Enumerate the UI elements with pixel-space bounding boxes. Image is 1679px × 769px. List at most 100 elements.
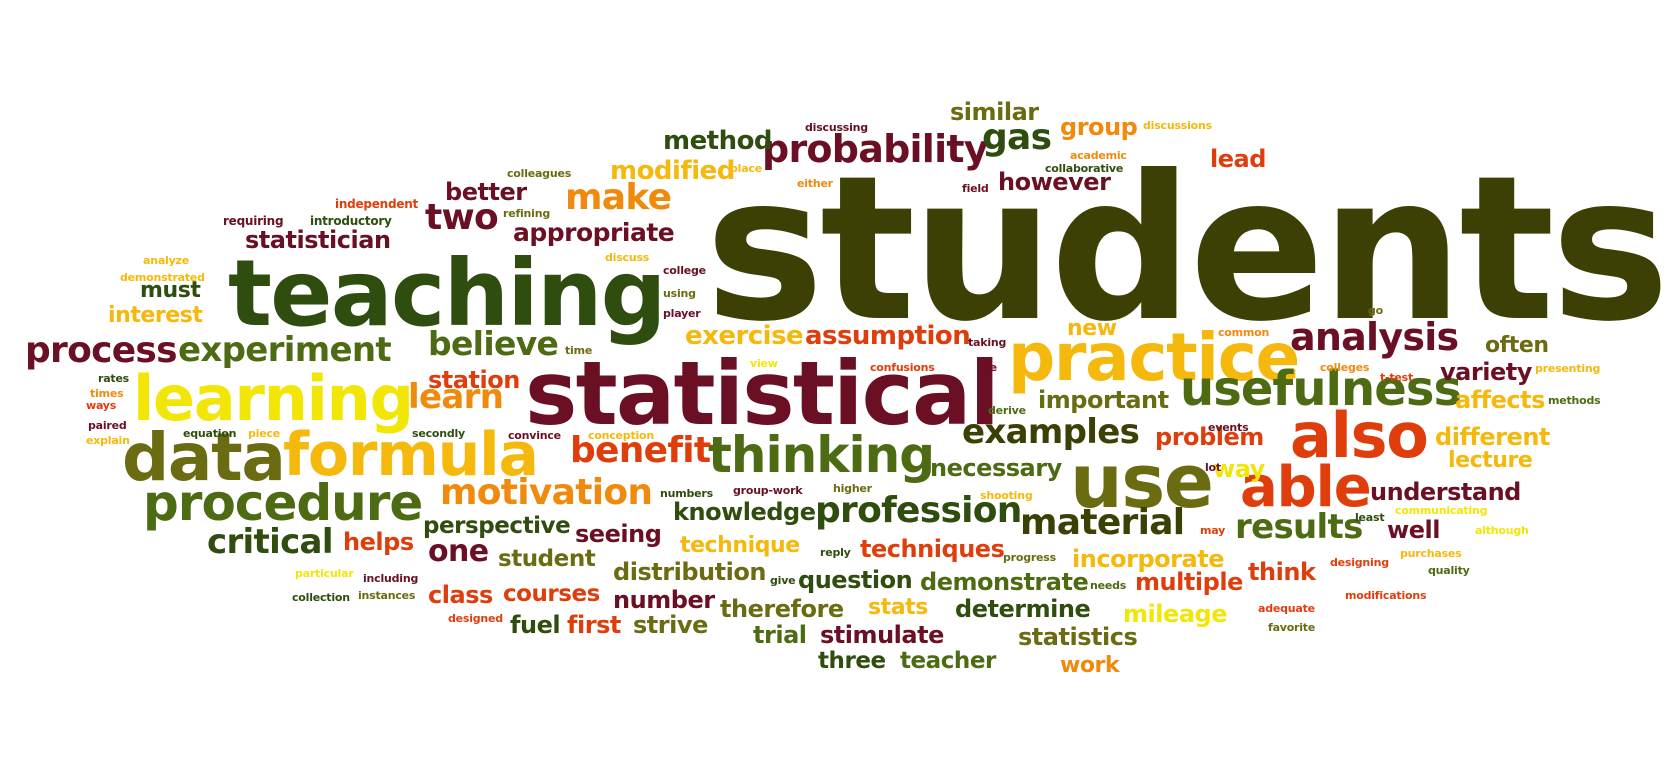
word-courses: courses	[503, 581, 600, 607]
word-designing: designing	[1330, 556, 1389, 569]
word-well: well	[1387, 516, 1440, 544]
word-times: times	[90, 387, 124, 400]
word-refining: refining	[503, 207, 550, 220]
word-critical: critical	[207, 522, 333, 562]
word-exercise: exercise	[685, 321, 804, 351]
word-statistical: statistical	[525, 342, 1000, 445]
word-incorporate: incorporate	[1072, 545, 1225, 573]
word-give: give	[770, 574, 796, 587]
word-use: use	[1070, 439, 1214, 525]
word-process: process	[25, 330, 178, 371]
word-conception: conception	[588, 429, 654, 442]
word-equation: equation	[183, 427, 237, 440]
word-method: method	[663, 126, 773, 156]
word-go: go	[1368, 304, 1383, 317]
word-gas: gas	[982, 117, 1052, 158]
word-important: important	[1038, 386, 1169, 414]
word-events: events	[1208, 421, 1249, 434]
word-usefulness: usefulness	[1180, 361, 1462, 417]
word-number: number	[613, 586, 715, 614]
word-benefit: benefit	[570, 430, 711, 471]
word-think: think	[1248, 558, 1316, 586]
word-demonstrated: demonstrated	[120, 271, 205, 284]
word-perspective: perspective	[423, 513, 571, 539]
word-view: view	[750, 357, 778, 370]
word-including: including	[363, 572, 419, 585]
word-often: often	[1485, 333, 1549, 358]
word-data: data	[122, 419, 286, 496]
word-material: material	[1020, 502, 1185, 543]
word-teacher: teacher	[900, 648, 996, 674]
word-reply: reply	[820, 546, 851, 559]
word-motivation: motivation	[440, 472, 653, 513]
word-fuel: fuel	[510, 611, 561, 639]
word-appropriate: appropriate	[513, 218, 675, 247]
word-particular: particular	[295, 567, 354, 580]
word-station: station	[428, 366, 520, 394]
word-procedure: procedure	[143, 474, 423, 532]
word-needs: needs	[1090, 579, 1127, 592]
word-least: least	[1355, 511, 1385, 524]
word-thinking: thinking	[708, 426, 935, 484]
word-similar: similar	[950, 98, 1039, 126]
word-statistics: statistics	[1018, 623, 1138, 651]
word-ways: ways	[86, 399, 117, 412]
word-methods: methods	[1548, 394, 1601, 407]
word-lot: lot	[1205, 461, 1221, 474]
word-presenting: presenting	[1535, 362, 1601, 375]
word-different: different	[1435, 423, 1550, 451]
word-quality: quality	[1428, 564, 1470, 577]
word-work: work	[1060, 653, 1120, 678]
word-academic: academic	[1070, 149, 1127, 162]
word-determine: determine	[955, 595, 1091, 623]
word-make: make	[565, 177, 672, 218]
word-question: question	[798, 566, 913, 594]
word-life: life	[978, 361, 997, 374]
word-numbers: numbers	[660, 487, 713, 500]
word-discussions: discussions	[1143, 119, 1212, 132]
word-convince: convince	[508, 429, 561, 442]
word-designed: designed	[448, 612, 503, 625]
word-analysis: analysis	[1290, 315, 1459, 359]
word-trial: trial	[753, 621, 807, 649]
word-must: must	[140, 278, 201, 303]
word-taking: taking	[968, 336, 1007, 349]
word-using: using	[663, 287, 696, 300]
word-able: able	[1240, 455, 1372, 520]
word-one: one	[428, 534, 489, 569]
word-higher: higher	[833, 482, 872, 495]
word-time: time	[565, 344, 593, 357]
word-collection: collection	[292, 591, 350, 604]
word-stimulate: stimulate	[820, 621, 944, 649]
word-discussing: discussing	[805, 121, 868, 134]
word-piece: piece	[248, 427, 280, 440]
word-player: player	[663, 307, 701, 320]
word-three: three	[818, 648, 886, 674]
word-learning: learning	[133, 362, 414, 435]
word-affects: affects	[1455, 386, 1545, 414]
word-modified: modified	[610, 156, 735, 186]
word-rates: rates	[98, 372, 130, 385]
word-techniques: techniques	[860, 535, 1005, 563]
word-however: however	[998, 168, 1111, 196]
word-better: better	[445, 178, 527, 206]
word-requiring: requiring	[223, 214, 284, 228]
word-necessary: necessary	[930, 454, 1062, 482]
word-paired: paired	[88, 419, 127, 432]
word-purchases: purchases	[1400, 547, 1462, 560]
word-first: first	[567, 611, 621, 639]
word-formula: formula	[283, 420, 539, 490]
word-lead: lead	[1210, 145, 1266, 173]
word-problem: problem	[1155, 423, 1264, 451]
word-adequate: adequate	[1258, 602, 1315, 615]
word-may: may	[1200, 524, 1226, 537]
word-teaching: teaching	[228, 240, 666, 347]
word-colleges: colleges	[1320, 361, 1370, 374]
word-strive: strive	[633, 611, 708, 639]
word-profession: profession	[815, 490, 1022, 531]
word-examples: examples	[962, 412, 1140, 452]
word-discuss: discuss	[605, 251, 650, 264]
word-interest: interest	[108, 303, 203, 328]
word-favorite: favorite	[1268, 621, 1316, 634]
word-college: college	[663, 264, 706, 277]
